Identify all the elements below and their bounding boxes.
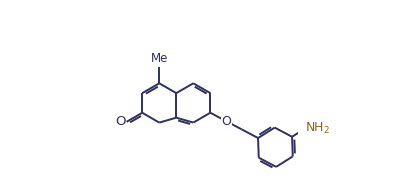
Text: Me: Me [151,52,168,65]
Text: O: O [115,115,126,128]
Text: O: O [221,115,231,128]
Text: NH$_2$: NH$_2$ [305,121,330,137]
